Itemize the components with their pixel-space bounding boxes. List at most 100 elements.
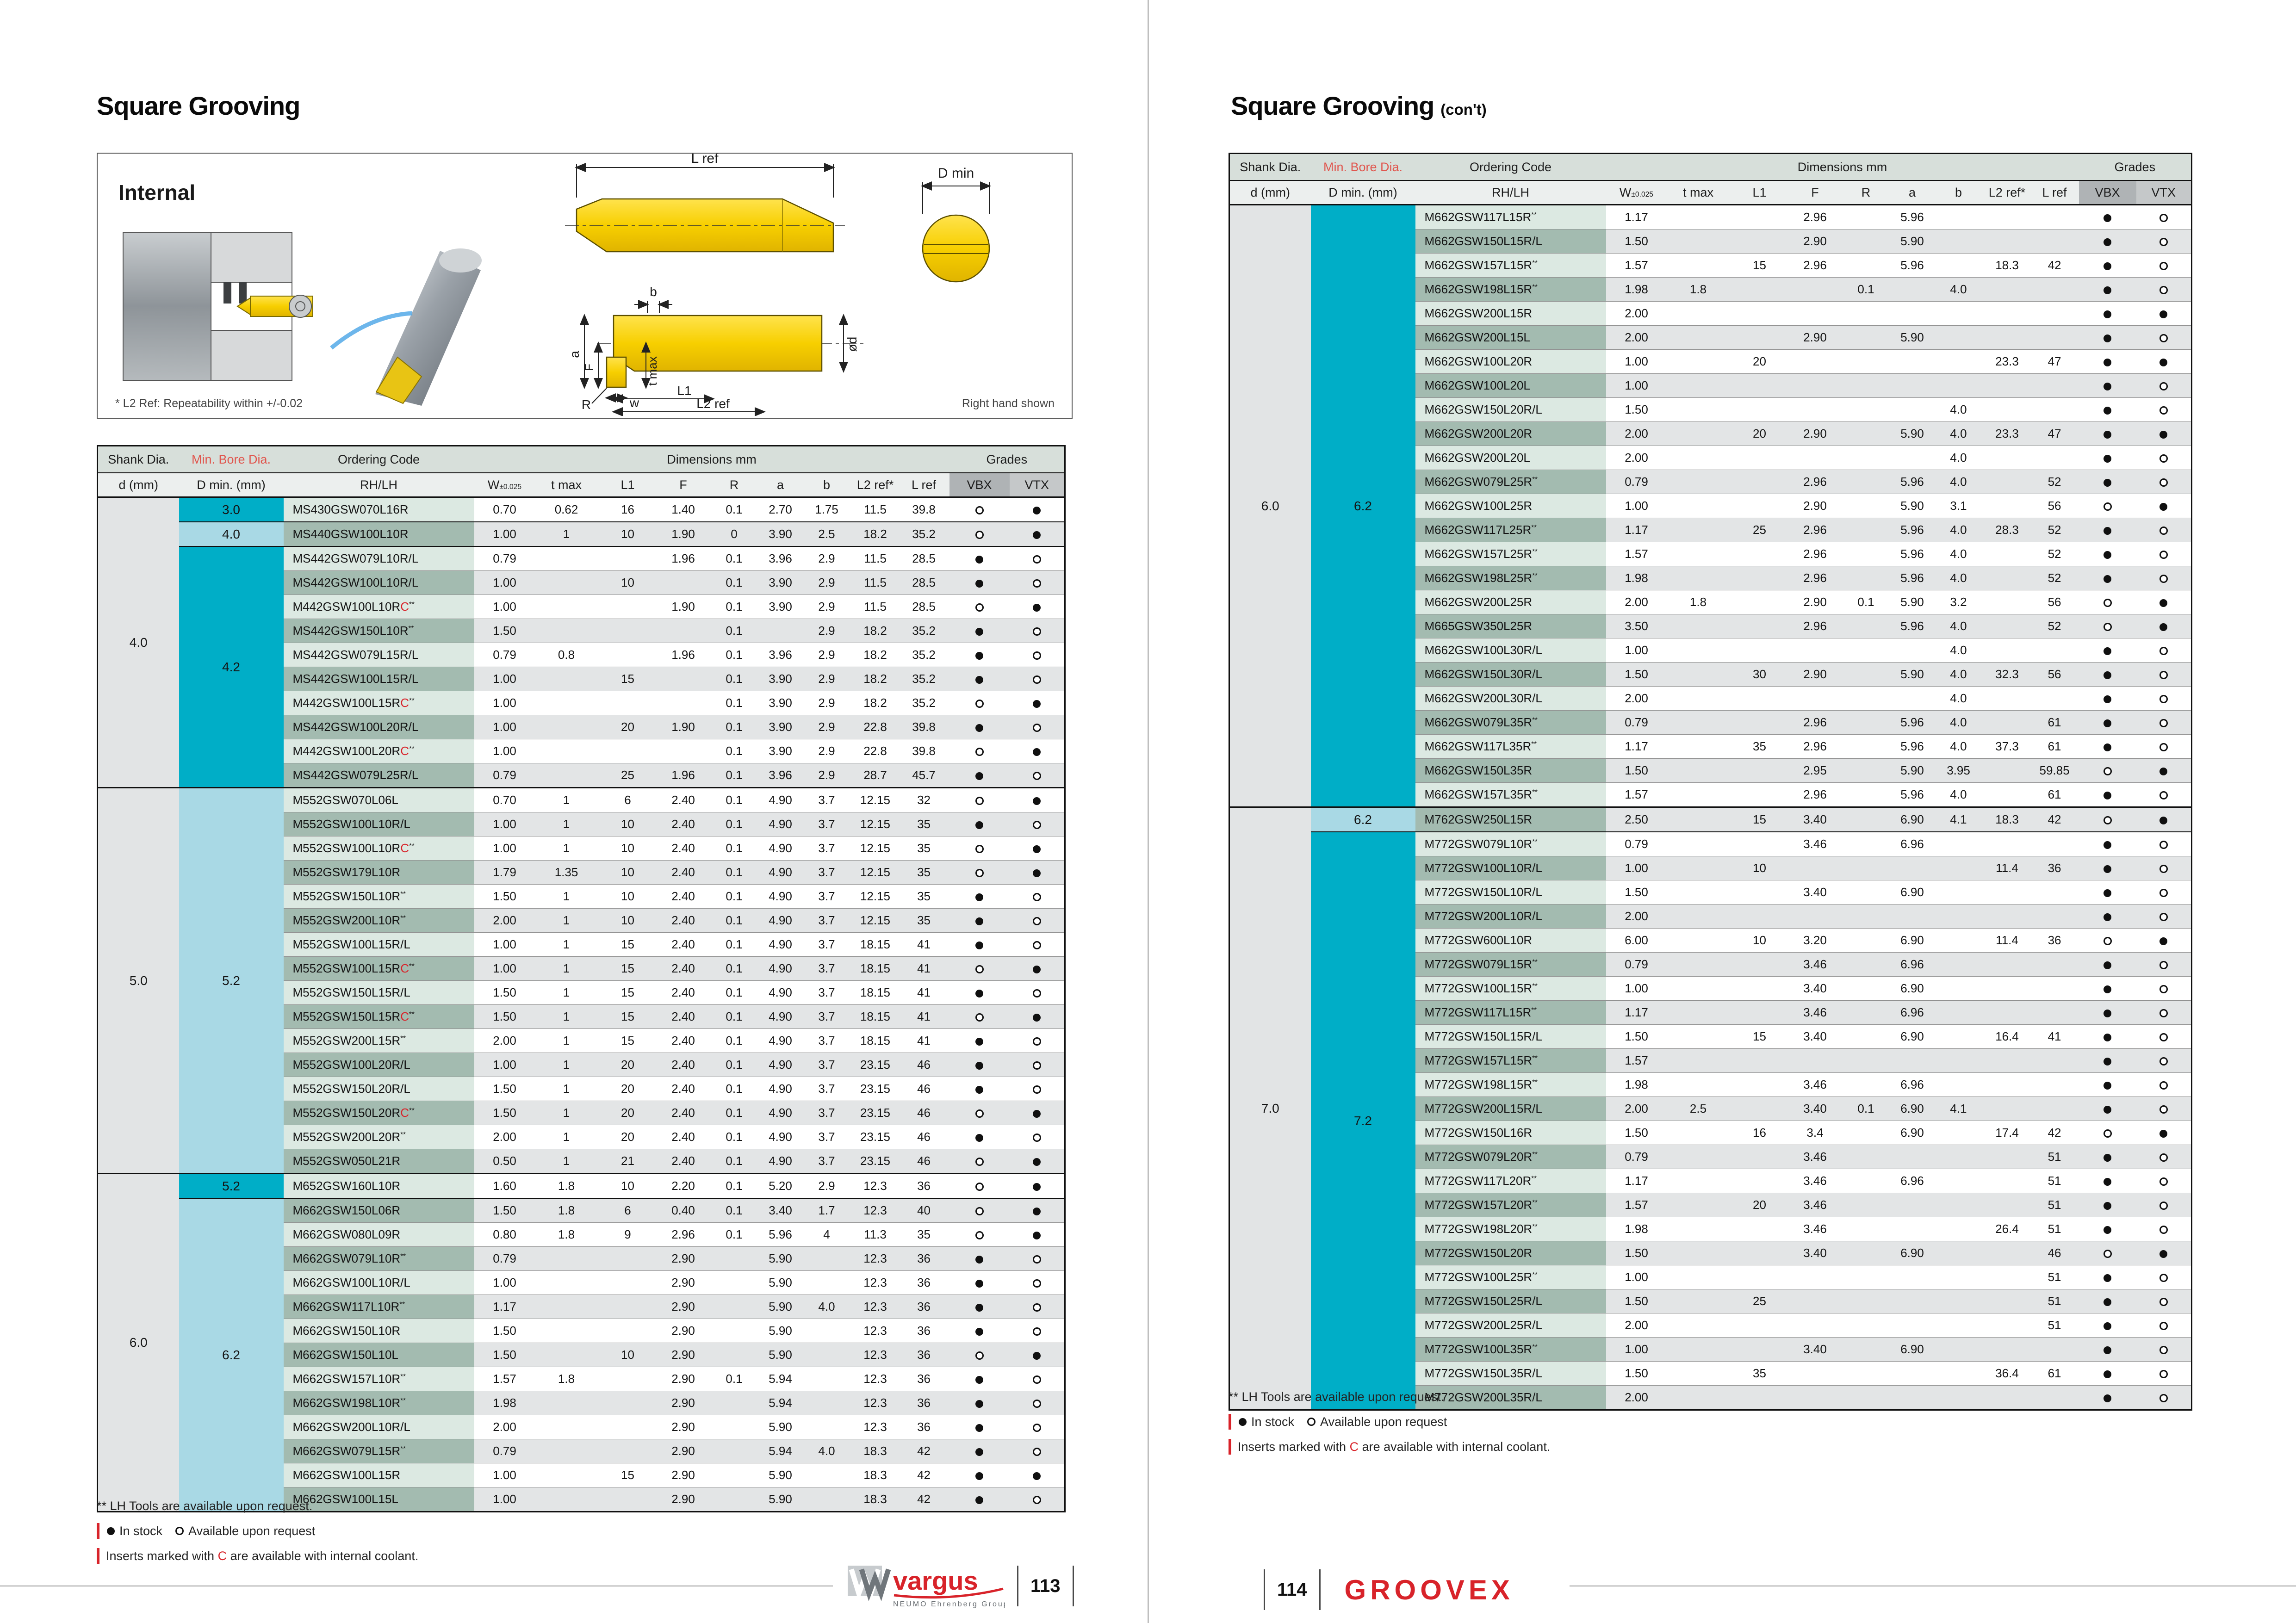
- dimension-cell: 6.90: [1891, 976, 1933, 1001]
- in-stock-dot: [975, 1085, 984, 1094]
- dimension-cell: 11.5: [852, 570, 899, 595]
- dimension-cell: 45.7: [898, 763, 949, 788]
- dimension-cell: 2.40: [658, 1149, 709, 1174]
- dimension-cell: 1.98: [1606, 1072, 1667, 1097]
- dimension-cell: [708, 1439, 760, 1463]
- dimension-cell: 23.3: [1984, 421, 2030, 446]
- vbx-grade-cell: [949, 1439, 1010, 1463]
- dimension-cell: [1729, 710, 1790, 735]
- vbx-grade-cell: [949, 932, 1010, 957]
- tool-side-view: L ref: [565, 151, 845, 253]
- available-dot: [2159, 382, 2168, 391]
- dimension-cell: [1667, 1048, 1730, 1073]
- dimension-cell: 3.7: [801, 1077, 852, 1101]
- dimension-cell: [1984, 1096, 2030, 1121]
- dimension-cell: 18.2: [852, 691, 899, 715]
- ordering-code-cell: M772GSW079L10R**: [1415, 831, 1606, 856]
- vtx-grade-cell: [1009, 691, 1065, 715]
- table-row: 6.0 6.2 M662GSW117L15R** 1.17 2.96 5.96: [1229, 204, 2192, 807]
- table-row: M662GSW080L09R 0.80 1.8 9 2.96 0.1 5.96 4 11.3 35: [98, 1222, 1065, 1247]
- dimension-cell: 12.3: [852, 1198, 899, 1223]
- table-row: M662GSW200L30R/L 2.00 4.0: [1229, 686, 2192, 711]
- in-stock-dot: [1033, 1351, 1041, 1360]
- dimension-cell: 1.50: [474, 1101, 535, 1125]
- dimension-cell: [1840, 710, 1892, 735]
- shank-dia-cell: 6.0: [1229, 204, 1311, 807]
- dimension-cell: 1.60: [474, 1173, 535, 1198]
- dimension-cell: 2.70: [759, 497, 801, 522]
- dimension-cell: 3.4: [1789, 1121, 1841, 1145]
- l1-label: L1: [677, 384, 691, 398]
- dimension-cell: [1729, 1072, 1790, 1097]
- dimension-cell: 3.7: [801, 1125, 852, 1149]
- dimension-cell: [1729, 638, 1790, 663]
- dimension-cell: [1840, 1121, 1892, 1145]
- dimension-cell: 1.57: [1606, 782, 1667, 807]
- dimension-cell: [1667, 806, 1730, 832]
- dimension-cell: 0.1: [708, 1125, 760, 1149]
- dimension-cell: 1.00: [474, 667, 535, 691]
- dimension-cell: [1984, 1193, 2030, 1217]
- table-row: M662GSW150L35R 1.50 2.95 5.90 3.95 59.85: [1229, 758, 2192, 783]
- vtx-grade-cell: [1009, 1415, 1065, 1439]
- dimension-cell: [708, 1415, 760, 1439]
- dimension-cell: 1.17: [1606, 204, 1667, 229]
- dimension-cell: [1891, 686, 1933, 711]
- dimension-cell: 0.70: [474, 787, 535, 812]
- in-stock-dot: [2159, 310, 2168, 318]
- diagram-footnote-right: Right hand shown: [962, 397, 1055, 410]
- available-dot: [1032, 893, 1041, 902]
- dimension-cell: 1.17: [1606, 1169, 1667, 1193]
- dimension-cell: [535, 715, 598, 739]
- ordering-code-cell: M552GSW200L20R**: [283, 1125, 474, 1149]
- vbx-grade-cell: [2079, 1337, 2136, 1362]
- ordering-code-cell: M552GSW150L15RC**: [283, 1004, 474, 1029]
- dimension-cell: 3.40: [1789, 1024, 1841, 1049]
- vbx-grade-cell: [2079, 758, 2136, 783]
- dimension-cell: 1.50: [1606, 880, 1667, 904]
- available-dot: [2159, 1226, 2168, 1234]
- available-label: Available upon request: [188, 1524, 316, 1538]
- vbx-grade-cell: [2079, 518, 2136, 542]
- dimension-cell: [759, 619, 801, 643]
- dimension-cell: [1729, 1337, 1790, 1362]
- vtx-grade-cell: [2136, 1337, 2192, 1362]
- dimension-cell: [708, 1270, 760, 1295]
- b-header: b: [801, 473, 852, 498]
- table-row: M662GSW200L25R 2.00 1.8 2.90 0.1 5.90 3.2 56: [1229, 590, 2192, 614]
- available-dot: [1032, 579, 1041, 588]
- dimension-cell: [1933, 1265, 1984, 1289]
- min-bore-cell: 5.2: [179, 1173, 284, 1198]
- dimension-cell: 5.96: [1891, 204, 1933, 229]
- ordering-code-cell: M772GSW157L20R**: [1415, 1193, 1606, 1217]
- dimension-cell: [1729, 686, 1790, 711]
- dimension-cell: 10: [597, 521, 658, 546]
- dimension-cell: [658, 570, 709, 595]
- ordering-code-cell: MS442GSW100L10R/L: [283, 570, 474, 595]
- available-dot: [975, 506, 984, 515]
- ordering-code-cell: M662GSW150L35R: [1415, 758, 1606, 783]
- dimension-cell: 35: [898, 908, 949, 933]
- dimension-cell: 15: [1729, 253, 1790, 278]
- dimension-cell: [535, 1319, 598, 1343]
- available-dot: [2159, 1346, 2168, 1355]
- dimension-cell: 46: [898, 1077, 949, 1101]
- l-ref-header: L ref: [898, 473, 949, 498]
- in-stock-dot: [975, 555, 984, 564]
- dimension-cell: [1729, 904, 1790, 929]
- red-bar: [1229, 1439, 1231, 1455]
- ordering-code-cell: M772GSW150L16R: [1415, 1121, 1606, 1145]
- dimension-cell: 15: [1729, 1024, 1790, 1049]
- dimension-cell: 4.90: [759, 860, 801, 885]
- dimension-cell: 10: [597, 570, 658, 595]
- vtx-grade-cell: [1009, 497, 1065, 522]
- vtx-grade-cell: [2136, 1121, 2192, 1145]
- page-gutter-divider: [1148, 0, 1149, 1623]
- available-dot: [2159, 286, 2168, 295]
- dimension-cell: 0.1: [708, 667, 760, 691]
- table-row: M772GSW100L25R** 1.00 51: [1229, 1265, 2192, 1289]
- dimension-cell: 2.00: [1606, 686, 1667, 711]
- dimension-cell: [1729, 1145, 1790, 1169]
- dimension-cell: [1984, 1000, 2030, 1025]
- ordering-code-cell: M662GSW198L10R**: [283, 1391, 474, 1415]
